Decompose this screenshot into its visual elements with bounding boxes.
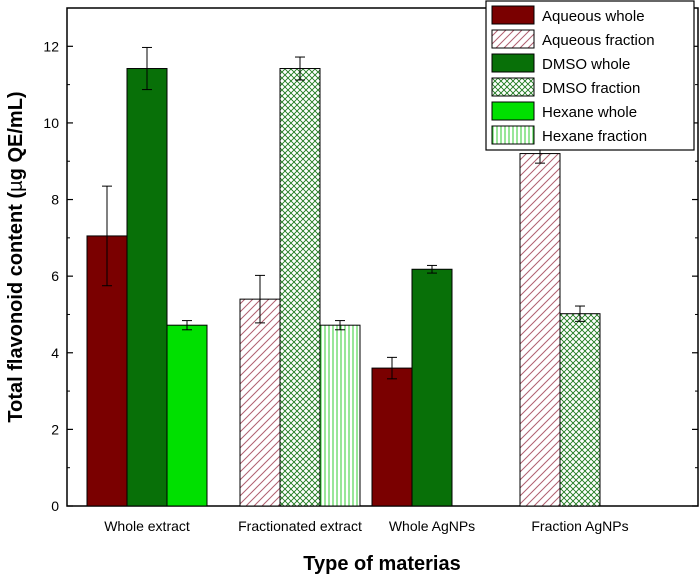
y-tick-label: 0: [51, 498, 59, 514]
bar: [519, 153, 561, 507]
y-tick-label: 12: [43, 38, 59, 54]
y-tick-label: 8: [51, 192, 59, 208]
y-tick-label: 10: [43, 115, 59, 131]
x-tick-label: Fractionated extract: [238, 518, 362, 534]
bar: [239, 298, 281, 507]
legend-swatch: [491, 77, 535, 97]
y-axis-title: Total flavonoid content (µg QE/mL): [5, 91, 27, 422]
bar: [411, 268, 453, 507]
legend-swatch: [491, 101, 535, 121]
legend-swatch: [491, 53, 535, 73]
legend-swatch: [491, 125, 535, 145]
x-tick-label: Whole extract: [104, 518, 190, 534]
y-tick-label: 2: [51, 421, 59, 437]
x-tick-label: Whole AgNPs: [389, 518, 475, 534]
legend-swatch: [491, 5, 535, 25]
legend-label: DMSO fraction: [542, 80, 640, 97]
bar: [126, 68, 168, 507]
legend-label: Aqueous fraction: [542, 32, 655, 49]
bar: [559, 313, 601, 507]
bar: [371, 367, 413, 507]
x-axis-title: Type of materias: [303, 553, 460, 575]
y-tick-label: 4: [51, 345, 59, 361]
legend-label: Hexane whole: [542, 104, 637, 121]
legend-label: DMSO whole: [542, 56, 630, 73]
bars: [86, 68, 601, 507]
y-axis-title-part-2: g QE/mL): [5, 91, 27, 180]
y-tick-label: 6: [51, 268, 59, 284]
legend-swatch: [491, 29, 535, 49]
legend: Aqueous whole Aqueous fraction DMSO whole D…: [485, 0, 695, 151]
legend-label: Aqueous whole: [542, 8, 645, 25]
bar: [166, 324, 208, 507]
y-axis: 0 2 4 6 8 10 12: [43, 38, 698, 514]
legend-label: Hexane fraction: [542, 128, 647, 145]
x-tick-label: Fraction AgNPs: [531, 518, 628, 534]
bar: [319, 324, 361, 507]
y-axis-title-mu: µ: [5, 180, 27, 192]
error-bars: [102, 46, 585, 380]
legend-box: [485, 0, 695, 151]
y-axis-title-part-1: Total flavonoid content (: [5, 192, 27, 423]
bar: [279, 68, 321, 507]
x-axis: Whole extract Fractionated extract Whole A…: [104, 500, 629, 534]
